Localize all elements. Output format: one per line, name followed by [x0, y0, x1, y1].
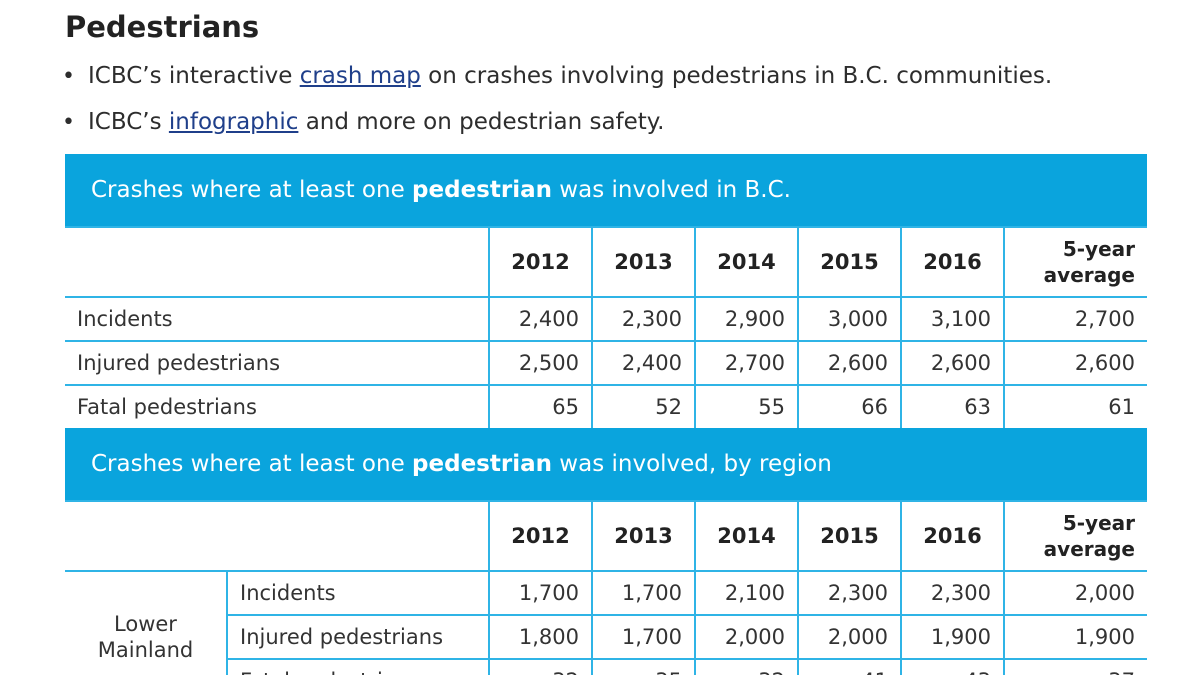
region-line: Mainland: [97, 638, 194, 662]
cell: 32: [488, 658, 593, 675]
bullet-icon: •: [62, 64, 75, 89]
cell: 35: [591, 658, 696, 675]
cell: 2,400: [591, 340, 696, 386]
cell: 2,300: [900, 570, 1005, 616]
row-label: Incidents: [226, 570, 490, 616]
corner-cell: [65, 500, 490, 572]
cell: 52: [591, 384, 696, 430]
col-header: 2013: [591, 226, 696, 298]
cell: 55: [694, 384, 799, 430]
cell: 1,900: [900, 614, 1005, 660]
cell: 65: [488, 384, 593, 430]
region-label: Lower Mainland: [65, 570, 228, 675]
avg-header-line: average: [1043, 263, 1135, 287]
bc-crash-table: Crashes where at least one pedestrian wa…: [65, 154, 1147, 430]
corner-cell: [65, 226, 490, 298]
col-header: 2016: [900, 500, 1005, 572]
table-title-banner: Crashes where at least one pedestrian wa…: [65, 154, 1147, 226]
col-header: 2014: [694, 226, 799, 298]
table-row: Injured pedestrians 1,800 1,700 2,000 2,…: [65, 614, 1147, 660]
title-bold: pedestrian: [412, 177, 552, 203]
avg-cell: 2,000: [1003, 570, 1147, 616]
bullet-text-pre: ICBC’s interactive: [88, 63, 300, 89]
table-row: Fatal pedestrians 32 35 32 41 43 37: [65, 658, 1147, 675]
region-line: Lower: [114, 612, 177, 636]
bullet-infographic: • ICBC’s infographic and more on pedestri…: [62, 106, 1052, 152]
avg-header-line: 5-year: [1062, 511, 1135, 535]
cell: 32: [694, 658, 799, 675]
avg-cell: 1,900: [1003, 614, 1147, 660]
table-row: Fatal pedestrians 65 52 55 66 63 61: [65, 384, 1147, 430]
col-header: 2012: [488, 500, 593, 572]
cell: 2,600: [797, 340, 902, 386]
title-text: Crashes where at least one: [91, 177, 413, 203]
title-bold: pedestrian: [412, 451, 552, 477]
header-row: 2012 2013 2014 2015 2016 5-year average: [65, 226, 1147, 298]
bullet-crash-map: • ICBC’s interactive crash map on crashes…: [62, 60, 1052, 106]
bullet-text-post: and more on pedestrian safety.: [298, 109, 665, 135]
data-table: 2012 2013 2014 2015 2016 5-year average I…: [65, 226, 1147, 430]
cell: 2,300: [591, 296, 696, 342]
cell: 1,700: [488, 570, 593, 616]
table-row: Lower Mainland Incidents 1,700 1,700 2,10…: [65, 570, 1147, 675]
infographic-link[interactable]: infographic: [168, 109, 299, 135]
avg-header: 5-year average: [1003, 500, 1147, 572]
row-label: Incidents: [65, 296, 490, 342]
title-text: Crashes where at least one: [91, 451, 413, 477]
cell: 43: [900, 658, 1005, 675]
row-label: Fatal pedestrians: [65, 384, 490, 430]
data-table: 2012 2013 2014 2015 2016 5-year average L…: [65, 500, 1147, 675]
resource-list: • ICBC’s interactive crash map on crashes…: [62, 60, 1052, 152]
cell: 2,500: [488, 340, 593, 386]
cell: 2,900: [694, 296, 799, 342]
col-header: 2013: [591, 500, 696, 572]
cell: 3,100: [900, 296, 1005, 342]
section-heading: Pedestrians: [65, 10, 260, 44]
avg-header-line: average: [1043, 537, 1135, 561]
col-header: 2016: [900, 226, 1005, 298]
col-header: 2014: [694, 500, 799, 572]
avg-cell: 2,700: [1003, 296, 1147, 342]
cell: 41: [797, 658, 902, 675]
cell: 2,100: [694, 570, 799, 616]
cell: 2,000: [694, 614, 799, 660]
row-label: Injured pedestrians: [65, 340, 490, 386]
avg-cell: 37: [1003, 658, 1147, 675]
region-crash-table: Crashes where at least one pedestrian wa…: [65, 428, 1147, 675]
avg-cell: 61: [1003, 384, 1147, 430]
cell: 2,000: [797, 614, 902, 660]
title-text: was involved, by region: [551, 451, 832, 477]
avg-header: 5-year average: [1003, 226, 1147, 298]
row-label: Fatal pedestrians: [227, 658, 490, 675]
col-header: 2015: [797, 500, 902, 572]
cell: 2,300: [797, 570, 902, 616]
bullet-text-pre: ICBC’s: [88, 109, 169, 135]
col-header: 2015: [797, 226, 902, 298]
row-label: Injured pedestrians: [227, 614, 490, 660]
crash-map-link[interactable]: crash map: [299, 63, 421, 89]
avg-cell: 2,600: [1003, 340, 1147, 386]
col-header: 2012: [488, 226, 593, 298]
avg-header-line: 5-year: [1062, 237, 1135, 261]
title-text: was involved in B.C.: [551, 177, 791, 203]
cell: 63: [900, 384, 1005, 430]
table-row: Incidents 2,400 2,300 2,900 3,000 3,100 …: [65, 296, 1147, 342]
cell: 1,700: [591, 570, 696, 616]
bullet-text-post: on crashes involving pedestrians in B.C.…: [420, 63, 1053, 89]
cell: 2,400: [488, 296, 593, 342]
cell: 1,700: [591, 614, 696, 660]
cell: 1,800: [488, 614, 593, 660]
table-title-banner: Crashes where at least one pedestrian wa…: [65, 428, 1147, 500]
table-row: Injured pedestrians 2,500 2,400 2,700 2,…: [65, 340, 1147, 386]
bullet-icon: •: [62, 110, 75, 135]
cell: 66: [797, 384, 902, 430]
header-row: 2012 2013 2014 2015 2016 5-year average: [65, 500, 1147, 572]
cell: 2,600: [900, 340, 1005, 386]
cell: 3,000: [797, 296, 902, 342]
cell: 2,700: [694, 340, 799, 386]
